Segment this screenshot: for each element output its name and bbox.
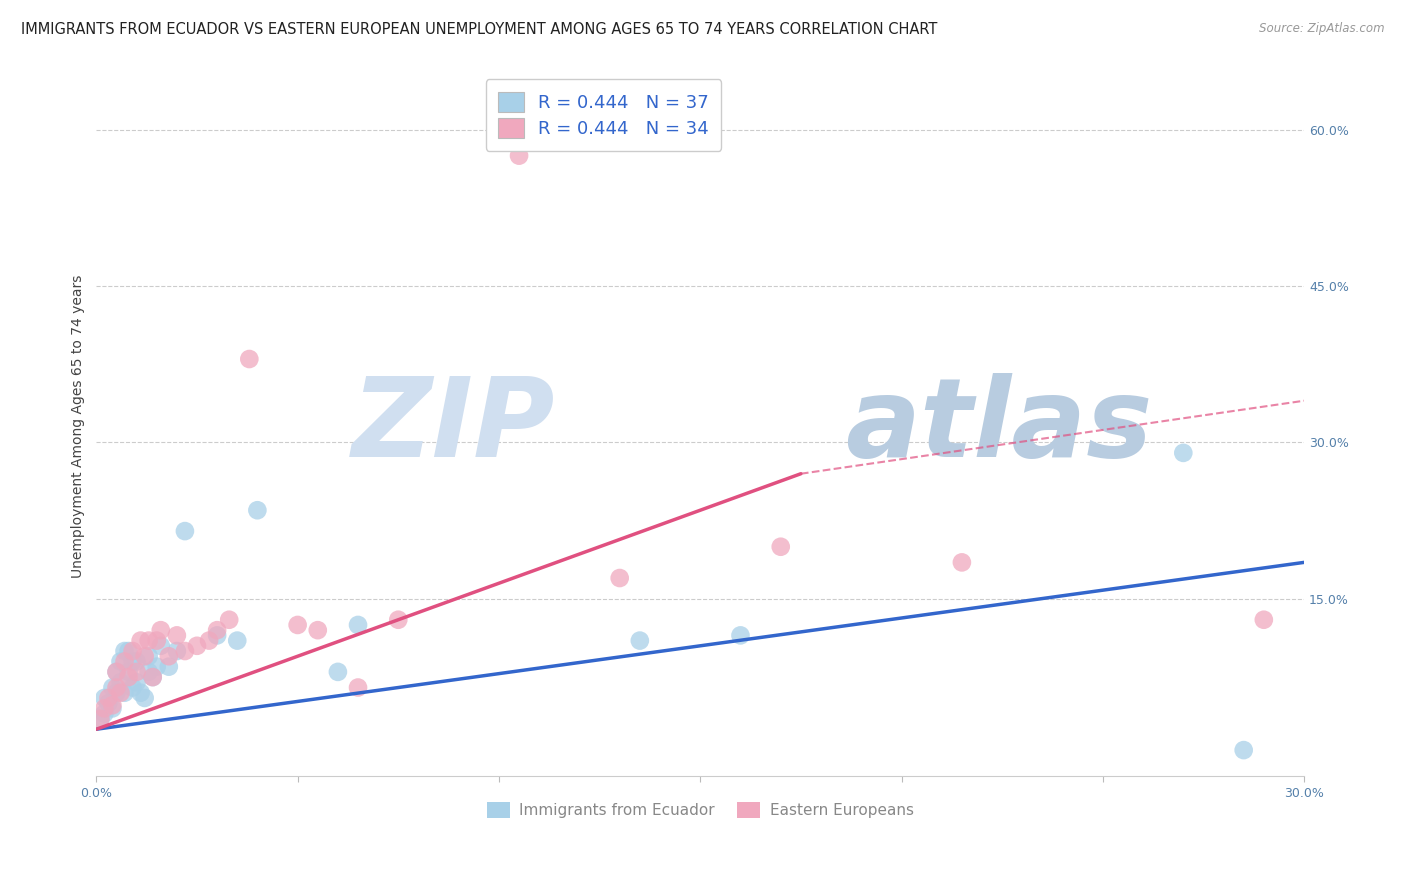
Point: [93, 706, 115, 721]
Point: [129, 633, 152, 648]
Point: [105, 665, 128, 679]
Point: [101, 681, 124, 695]
Point: [121, 681, 143, 695]
Point: [105, 665, 128, 679]
Point: [166, 628, 188, 642]
Point: [117, 644, 139, 658]
Point: [114, 644, 136, 658]
Point: [89, 712, 111, 726]
Point: [347, 618, 370, 632]
Point: [326, 665, 349, 679]
Point: [157, 659, 180, 673]
Point: [157, 649, 180, 664]
Point: [166, 644, 188, 658]
Point: [1233, 743, 1256, 757]
Point: [246, 503, 269, 517]
Point: [101, 698, 124, 713]
Point: [114, 686, 136, 700]
Point: [114, 655, 136, 669]
Point: [142, 670, 165, 684]
Point: [142, 670, 165, 684]
Point: [93, 701, 115, 715]
Point: [218, 613, 240, 627]
Point: [198, 633, 221, 648]
Point: [508, 149, 530, 163]
Point: [134, 690, 156, 705]
Point: [174, 524, 197, 538]
Point: [609, 571, 631, 585]
Point: [769, 540, 792, 554]
Point: [186, 639, 208, 653]
Point: [138, 633, 160, 648]
Text: ZIP: ZIP: [352, 374, 555, 480]
Point: [628, 633, 651, 648]
Point: [121, 644, 143, 658]
Point: [110, 655, 132, 669]
Point: [97, 690, 120, 705]
Point: [129, 686, 152, 700]
Point: [149, 623, 172, 637]
Point: [307, 623, 329, 637]
Legend: Immigrants from Ecuador, Eastern Europeans: Immigrants from Ecuador, Eastern Europea…: [481, 797, 920, 824]
Text: Source: ZipAtlas.com: Source: ZipAtlas.com: [1260, 22, 1385, 36]
Point: [205, 623, 228, 637]
Point: [138, 665, 160, 679]
Point: [1253, 613, 1275, 627]
Point: [138, 649, 160, 664]
Point: [387, 613, 409, 627]
Point: [730, 628, 752, 642]
Point: [347, 681, 370, 695]
Point: [125, 665, 148, 679]
Text: atlas: atlas: [845, 374, 1153, 480]
Point: [101, 701, 124, 715]
Point: [125, 675, 148, 690]
Point: [134, 649, 156, 664]
Point: [110, 686, 132, 700]
Point: [287, 618, 309, 632]
Point: [149, 639, 172, 653]
Point: [174, 644, 197, 658]
Point: [226, 633, 249, 648]
Point: [205, 628, 228, 642]
Point: [93, 690, 115, 705]
Point: [105, 681, 128, 695]
Point: [145, 633, 167, 648]
Point: [105, 686, 128, 700]
Point: [117, 665, 139, 679]
Point: [950, 555, 973, 569]
Point: [238, 351, 260, 366]
Point: [97, 696, 120, 710]
Point: [89, 712, 111, 726]
Point: [145, 659, 167, 673]
Point: [121, 655, 143, 669]
Point: [117, 670, 139, 684]
Point: [110, 675, 132, 690]
Point: [125, 655, 148, 669]
Point: [1173, 446, 1195, 460]
Y-axis label: Unemployment Among Ages 65 to 74 years: Unemployment Among Ages 65 to 74 years: [72, 275, 86, 579]
Text: IMMIGRANTS FROM ECUADOR VS EASTERN EUROPEAN UNEMPLOYMENT AMONG AGES 65 TO 74 YEA: IMMIGRANTS FROM ECUADOR VS EASTERN EUROP…: [21, 22, 938, 37]
